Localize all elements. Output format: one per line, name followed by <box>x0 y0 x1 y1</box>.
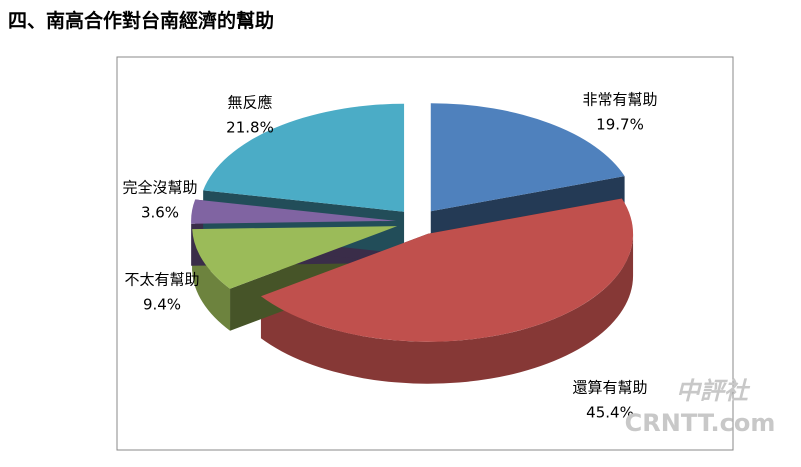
value-label: 9.4% <box>143 296 181 314</box>
slice <box>260 198 634 342</box>
value-label: 3.6% <box>141 204 179 222</box>
chart-title: 四、南高合作對台南經濟的幫助 <box>8 9 274 32</box>
slice <box>192 226 398 289</box>
category-label: 非常有幫助 <box>582 91 657 109</box>
category-label: 完全沒幫助 <box>122 179 197 197</box>
slice <box>191 199 397 224</box>
watermark: 中評社 <box>676 377 751 405</box>
slice <box>203 103 405 212</box>
value-label: 19.7% <box>596 116 644 134</box>
category-label: 還算有幫助 <box>572 379 647 397</box>
pie-tops <box>191 103 634 342</box>
watermark: CRNTT.com <box>625 409 776 437</box>
labels: 非常有幫助 19.7% 還算有幫助 45.4% 不太有幫助 9.4% 完全沒幫助 3.6% 無反… <box>122 91 657 422</box>
slice-wall <box>260 233 634 384</box>
category-label: 無反應 <box>227 94 272 112</box>
category-label: 不太有幫助 <box>124 271 199 289</box>
slice-wall <box>192 229 231 331</box>
slice <box>430 103 625 212</box>
value-label: 21.8% <box>226 119 274 137</box>
value-label: 45.4% <box>586 404 634 422</box>
